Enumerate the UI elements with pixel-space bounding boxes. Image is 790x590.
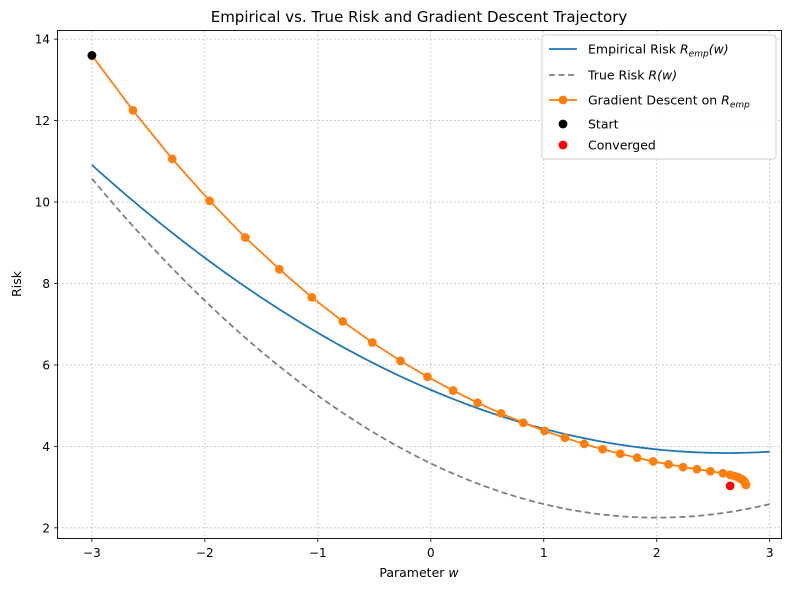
legend-converged-label: Converged <box>588 138 656 153</box>
legend-converged-marker <box>558 140 568 150</box>
gradient-descent-point <box>307 292 317 302</box>
x-tick-label: 3 <box>766 546 774 560</box>
y-tick-label: 6 <box>42 358 50 372</box>
y-tick-label: 4 <box>42 440 50 454</box>
legend: Empirical Risk Remp(w) True Risk R(w) Grad… <box>541 34 777 160</box>
converged-point <box>725 481 735 491</box>
x-axis-label: Parameter w <box>379 565 459 580</box>
gradient-descent-point <box>540 426 549 436</box>
start-point <box>87 51 97 60</box>
gradient-descent-point <box>396 356 405 366</box>
x-tick-label: 2 <box>653 546 661 560</box>
y-tick-label: 12 <box>35 114 50 128</box>
gradient-descent-point <box>240 233 250 242</box>
gradient-descent-point <box>705 466 715 476</box>
gradient-descent-point <box>473 398 483 408</box>
y-axis-label: Risk <box>9 270 24 297</box>
y-tick-label: 14 <box>35 33 50 47</box>
gradient-descent-point <box>579 439 589 449</box>
grid <box>58 31 781 538</box>
x-tick-label: 0 <box>427 546 435 560</box>
legend-gd-label: Gradient Descent on Remp <box>588 93 750 111</box>
gradient-descent-point <box>615 449 625 459</box>
gradient-descent-point <box>423 372 432 382</box>
gradient-descent-point <box>518 418 528 428</box>
empirical-risk-line <box>91 164 770 454</box>
legend-true-label: True Risk R(w) <box>587 68 677 83</box>
legend-empirical-label: Empirical Risk Remp(w) <box>588 42 729 60</box>
gradient-descent-point <box>274 264 284 274</box>
chart-title: Empirical vs. True Risk and Gradient Des… <box>211 8 628 26</box>
gradient-descent-point <box>496 408 506 418</box>
gradient-descent-point <box>664 459 673 469</box>
gradient-descent-point <box>741 480 751 490</box>
legend-box <box>541 34 777 160</box>
gradient-descent-point <box>718 468 728 478</box>
gradient-descent-point <box>560 433 570 443</box>
x-tick-label: −3 <box>83 546 101 560</box>
gradient-descent-point <box>692 464 702 474</box>
gradient-descent-point <box>338 316 348 326</box>
plot-frame <box>57 30 782 539</box>
plot-area <box>87 51 770 519</box>
legend-gd-marker <box>558 95 568 105</box>
legend-start-marker <box>558 119 568 129</box>
gradient-descent-point <box>128 106 138 115</box>
gradient-descent-point <box>448 386 458 395</box>
x-tick-label: −1 <box>309 546 327 560</box>
gradient-descent-point <box>205 196 215 206</box>
gradient-descent-point <box>648 457 658 466</box>
gradient-descent-point <box>678 462 688 472</box>
y-axis-ticks: 2 4 6 8 10 12 14 <box>35 33 58 535</box>
y-tick-label: 8 <box>42 277 50 291</box>
y-tick-label: 2 <box>42 521 50 535</box>
true-risk-line <box>91 178 770 519</box>
x-axis-ticks: −3 −2 −1 0 1 2 3 <box>83 538 774 560</box>
legend-start-label: Start <box>588 117 619 132</box>
x-tick-label: 1 <box>540 546 548 560</box>
gradient-descent-point <box>167 154 177 164</box>
gradient-descent-point <box>598 444 608 454</box>
gradient-descent-point <box>632 453 642 463</box>
y-tick-label: 10 <box>35 196 50 210</box>
x-tick-label: −2 <box>196 546 214 560</box>
gradient-descent-point <box>367 338 377 347</box>
